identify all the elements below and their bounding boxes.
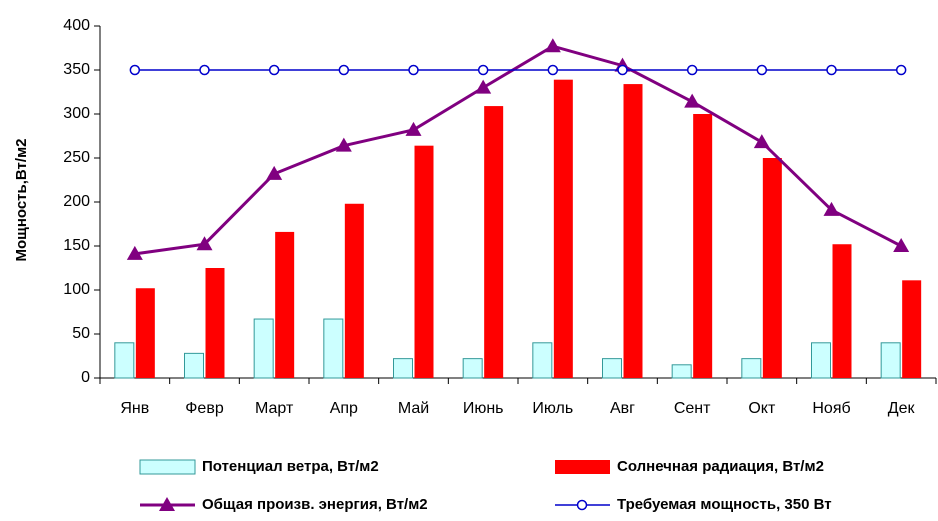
legend-swatch xyxy=(555,460,610,474)
y-tick-label: 300 xyxy=(63,105,90,122)
x-tick-label: Июнь xyxy=(463,400,504,417)
y-tick-label: 200 xyxy=(63,193,90,210)
point xyxy=(893,238,910,252)
x-tick-label: Окт xyxy=(748,400,776,417)
point xyxy=(826,64,837,76)
bar xyxy=(393,358,413,379)
point xyxy=(686,64,698,76)
point xyxy=(895,64,907,76)
point xyxy=(335,137,352,152)
point xyxy=(756,64,768,76)
legend-label: Потенциал ветра, Вт/м2 xyxy=(202,458,379,475)
legend-swatch xyxy=(139,459,196,475)
y-tick-label: 350 xyxy=(63,61,90,78)
x-tick-label: Февр xyxy=(185,400,224,417)
y-tick-label: 150 xyxy=(63,237,90,254)
x-tick-label: Май xyxy=(398,400,429,417)
bar xyxy=(623,84,643,378)
point xyxy=(268,64,280,76)
y-tick-label: 400 xyxy=(63,17,90,34)
x-tick-label: Сент xyxy=(674,400,711,417)
bar xyxy=(741,358,762,379)
y-tick-label: 50 xyxy=(72,325,90,342)
bar xyxy=(811,342,831,379)
y-tick-label: 0 xyxy=(81,369,90,386)
point xyxy=(126,245,143,260)
point xyxy=(475,79,492,94)
bar xyxy=(553,79,573,379)
bar xyxy=(344,203,364,378)
x-tick-label: Авг xyxy=(610,400,635,417)
bar xyxy=(253,318,274,379)
bar xyxy=(602,358,622,379)
legend-label: Общая произв. энергия, Вт/м2 xyxy=(202,496,428,513)
y-axis-title: Мощность,Вт/м2 xyxy=(13,138,30,261)
point xyxy=(199,64,210,76)
bar xyxy=(462,358,483,379)
bar xyxy=(414,145,434,378)
bar xyxy=(880,342,901,379)
point xyxy=(684,93,701,108)
point xyxy=(405,121,422,136)
x-tick-label: Июль xyxy=(532,400,573,417)
bar xyxy=(671,364,692,379)
point xyxy=(823,201,840,216)
point xyxy=(544,38,561,53)
point xyxy=(408,64,419,76)
point xyxy=(477,64,489,76)
point xyxy=(196,236,213,251)
y-tick-label: 250 xyxy=(63,149,90,166)
bar xyxy=(693,114,713,378)
bar xyxy=(762,158,782,378)
bar xyxy=(275,231,295,378)
point xyxy=(753,134,770,149)
legend-marker xyxy=(159,497,175,511)
x-tick-label: Апр xyxy=(330,400,358,417)
bar xyxy=(484,106,504,378)
bar xyxy=(205,268,225,378)
legend-label: Солнечная радиация, Вт/м2 xyxy=(617,458,824,475)
point xyxy=(266,165,283,180)
line xyxy=(134,44,902,256)
x-tick-label: Янв xyxy=(120,400,149,417)
bar xyxy=(135,288,155,378)
x-tick-label: Март xyxy=(255,400,294,417)
bar xyxy=(902,280,922,378)
legend-label: Требуемая мощность, 350 Вт xyxy=(617,496,832,513)
bar xyxy=(184,352,204,379)
y-tick-label: 100 xyxy=(63,281,90,298)
point xyxy=(547,64,559,76)
point xyxy=(338,64,350,76)
point xyxy=(617,64,628,76)
point xyxy=(129,64,141,76)
bar xyxy=(832,244,852,378)
bar xyxy=(323,318,344,379)
bar xyxy=(532,342,553,379)
bar xyxy=(114,342,135,379)
x-tick-label: Дек xyxy=(888,400,916,417)
legend-marker xyxy=(576,499,588,511)
x-tick-label: Нояб xyxy=(812,400,850,417)
